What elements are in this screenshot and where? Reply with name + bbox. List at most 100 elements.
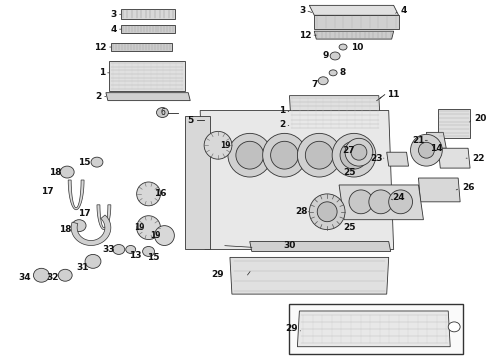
Text: 31: 31 — [76, 263, 89, 272]
Ellipse shape — [318, 77, 328, 85]
Polygon shape — [200, 111, 393, 249]
Text: 29: 29 — [285, 324, 297, 333]
Text: 1: 1 — [98, 68, 105, 77]
Text: 4: 4 — [110, 25, 117, 34]
Ellipse shape — [126, 246, 136, 253]
Text: 3: 3 — [111, 10, 117, 19]
Circle shape — [270, 141, 298, 169]
Circle shape — [349, 190, 373, 214]
Polygon shape — [106, 93, 190, 100]
Text: 21: 21 — [412, 136, 424, 145]
Polygon shape — [71, 215, 111, 246]
Text: 6: 6 — [160, 108, 165, 117]
Text: 14: 14 — [430, 144, 443, 153]
Polygon shape — [109, 61, 185, 91]
Text: 11: 11 — [387, 90, 399, 99]
Text: 29: 29 — [211, 270, 224, 279]
Text: 16: 16 — [154, 189, 167, 198]
Polygon shape — [339, 185, 423, 220]
Ellipse shape — [330, 52, 340, 60]
Text: 33: 33 — [102, 245, 115, 254]
Text: 25: 25 — [343, 167, 356, 176]
Text: 9: 9 — [323, 51, 329, 60]
Circle shape — [137, 216, 160, 239]
Polygon shape — [230, 257, 389, 294]
Ellipse shape — [33, 268, 49, 282]
Circle shape — [351, 144, 367, 160]
Polygon shape — [185, 116, 210, 249]
Text: 24: 24 — [392, 193, 405, 202]
Text: 4: 4 — [401, 6, 407, 15]
Ellipse shape — [91, 157, 103, 167]
Circle shape — [305, 141, 333, 169]
Circle shape — [263, 133, 306, 177]
Text: 26: 26 — [462, 184, 475, 193]
Text: 13: 13 — [129, 251, 141, 260]
Text: 8: 8 — [339, 68, 345, 77]
Text: 27: 27 — [343, 146, 355, 155]
Text: 19: 19 — [134, 223, 145, 232]
Text: 15: 15 — [147, 253, 159, 262]
Text: 22: 22 — [472, 154, 485, 163]
Circle shape — [228, 133, 271, 177]
Text: 32: 32 — [47, 273, 59, 282]
Text: 30: 30 — [283, 241, 295, 250]
Ellipse shape — [339, 44, 347, 50]
Ellipse shape — [58, 269, 72, 281]
Text: 17: 17 — [78, 209, 91, 218]
Circle shape — [389, 190, 413, 214]
Text: 18: 18 — [49, 167, 61, 176]
Circle shape — [317, 202, 337, 222]
Text: 34: 34 — [19, 273, 31, 282]
Polygon shape — [68, 180, 84, 210]
Text: 17: 17 — [41, 188, 53, 197]
Polygon shape — [439, 148, 470, 168]
Text: 2: 2 — [279, 120, 286, 129]
Circle shape — [345, 138, 373, 166]
Text: 18: 18 — [59, 225, 71, 234]
Ellipse shape — [72, 220, 86, 231]
Text: 7: 7 — [311, 80, 317, 89]
Ellipse shape — [329, 70, 337, 76]
Circle shape — [297, 133, 341, 177]
Circle shape — [309, 194, 345, 230]
Circle shape — [332, 133, 376, 177]
Polygon shape — [290, 96, 381, 130]
Text: 5: 5 — [187, 116, 193, 125]
FancyBboxPatch shape — [290, 304, 463, 354]
Text: 28: 28 — [295, 207, 307, 216]
Polygon shape — [121, 9, 175, 19]
Circle shape — [411, 134, 442, 166]
Polygon shape — [418, 178, 460, 202]
Polygon shape — [111, 43, 172, 51]
Circle shape — [369, 190, 392, 214]
Text: 1: 1 — [279, 106, 286, 115]
Text: 15: 15 — [78, 158, 91, 167]
Text: 25: 25 — [343, 223, 356, 232]
Polygon shape — [309, 5, 399, 15]
Text: 19: 19 — [150, 231, 160, 240]
Ellipse shape — [156, 108, 169, 117]
Text: 19: 19 — [220, 141, 230, 150]
Circle shape — [154, 226, 174, 246]
Polygon shape — [97, 205, 111, 230]
Ellipse shape — [60, 166, 74, 178]
Polygon shape — [314, 15, 399, 29]
Circle shape — [340, 141, 368, 169]
Polygon shape — [250, 242, 391, 251]
Text: 3: 3 — [299, 6, 305, 15]
Text: 10: 10 — [351, 42, 364, 51]
Polygon shape — [121, 25, 175, 33]
Ellipse shape — [143, 247, 154, 256]
Ellipse shape — [448, 322, 460, 332]
Circle shape — [418, 142, 434, 158]
Text: 12: 12 — [299, 31, 311, 40]
Ellipse shape — [113, 244, 125, 255]
Circle shape — [236, 141, 264, 169]
Circle shape — [204, 131, 232, 159]
Text: 20: 20 — [474, 114, 487, 123]
Text: 23: 23 — [370, 154, 383, 163]
Polygon shape — [426, 132, 446, 148]
Polygon shape — [297, 311, 450, 347]
Polygon shape — [387, 152, 409, 166]
